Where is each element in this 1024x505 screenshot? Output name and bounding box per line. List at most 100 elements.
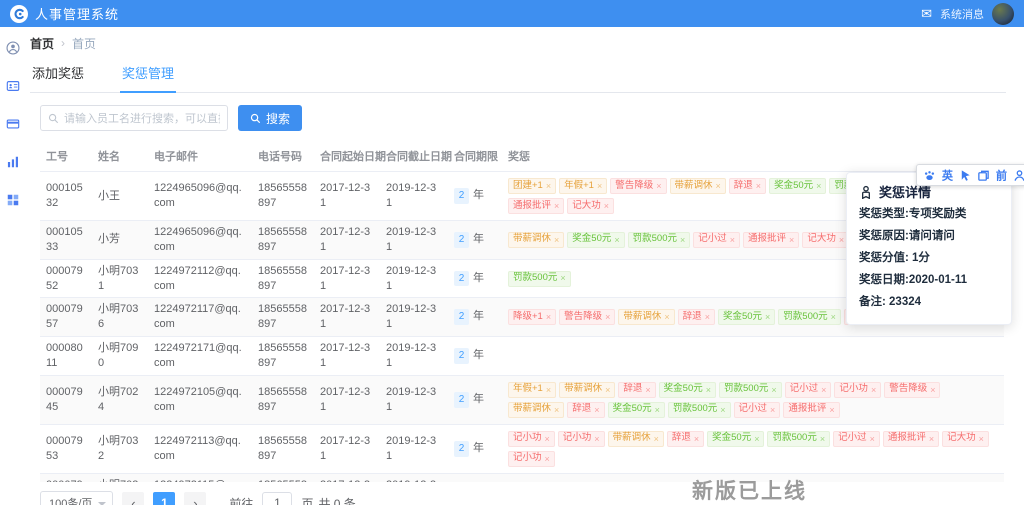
tag-close-icon[interactable]: × — [820, 433, 825, 445]
tag-close-icon[interactable]: × — [597, 180, 602, 192]
reward-tag[interactable]: 警告降级× — [884, 382, 940, 398]
breadcrumb-home[interactable]: 首页 — [30, 35, 54, 52]
apps-grid-icon[interactable] — [6, 193, 20, 207]
reward-tag[interactable]: 罚款500元× — [508, 271, 571, 287]
reward-tag[interactable]: 团建+1× — [508, 178, 556, 194]
reward-tag[interactable]: 记小过× — [734, 402, 781, 418]
reward-tag[interactable]: 奖金50元× — [718, 309, 775, 325]
tag-close-icon[interactable]: × — [929, 433, 934, 445]
tag-close-icon[interactable]: × — [694, 433, 699, 445]
mail-icon[interactable]: ✉ — [921, 7, 932, 20]
tag-close-icon[interactable]: × — [664, 311, 669, 323]
reward-tag[interactable]: 记小过× — [833, 431, 880, 447]
tag-close-icon[interactable]: × — [706, 384, 711, 396]
tag-close-icon[interactable]: × — [554, 200, 559, 212]
tag-close-icon[interactable]: × — [605, 311, 610, 323]
ticket-icon[interactable]: 前 — [995, 169, 1008, 182]
tag-close-icon[interactable]: × — [771, 384, 776, 396]
reward-tag[interactable]: 罚款500元× — [767, 431, 830, 447]
tab-reward-management[interactable]: 奖惩管理 — [120, 59, 176, 93]
reward-tag[interactable]: 警告降级× — [610, 178, 666, 194]
translate-en-icon[interactable]: 英 — [941, 169, 954, 182]
cursor-icon[interactable] — [959, 169, 972, 182]
reward-tag[interactable]: 年假+1× — [508, 382, 556, 398]
tag-close-icon[interactable]: × — [720, 404, 725, 416]
reward-tag[interactable]: 带薪调休× — [559, 382, 615, 398]
id-card-icon[interactable] — [6, 79, 20, 93]
chart-icon[interactable] — [6, 155, 20, 169]
reward-tag[interactable]: 通报批评× — [783, 402, 839, 418]
tag-close-icon[interactable]: × — [645, 384, 650, 396]
search-input[interactable]: 请输入员工名进行搜索，可以直接回车搜索... — [40, 105, 228, 131]
tag-close-icon[interactable]: × — [871, 384, 876, 396]
tag-close-icon[interactable]: × — [831, 311, 836, 323]
reward-tag[interactable]: 带薪调休× — [670, 178, 726, 194]
reward-tag[interactable]: 通报批评× — [743, 232, 799, 248]
reward-tag[interactable]: 警告降级× — [559, 309, 615, 325]
reward-tag[interactable]: 带薪调休× — [508, 232, 564, 248]
table-row[interactable]: 00007955小明70341224972115@qq.com185655588… — [40, 473, 1004, 482]
tag-close-icon[interactable]: × — [979, 433, 984, 445]
reward-tag[interactable]: 罚款500元× — [719, 382, 782, 398]
reward-tag[interactable]: 奖金50元× — [567, 232, 624, 248]
reward-tag[interactable]: 奖金50元× — [659, 382, 716, 398]
page-size-select[interactable]: 100条/页 — [40, 491, 113, 505]
reward-tag[interactable]: 辞退× — [678, 309, 715, 325]
tag-close-icon[interactable]: × — [554, 404, 559, 416]
tag-close-icon[interactable]: × — [654, 433, 659, 445]
tab-add-reward[interactable]: 添加奖惩 — [30, 59, 86, 92]
reward-tag[interactable]: 罚款500元× — [778, 309, 841, 325]
reward-tag[interactable]: 记小功× — [508, 451, 555, 467]
tag-close-icon[interactable]: × — [655, 404, 660, 416]
tag-close-icon[interactable]: × — [730, 234, 735, 246]
page-1-button[interactable]: 1 — [153, 492, 175, 505]
tag-close-icon[interactable]: × — [594, 433, 599, 445]
reward-tag[interactable]: 带薪调休× — [608, 431, 664, 447]
reward-tag[interactable]: 记大功× — [802, 232, 849, 248]
person-icon[interactable] — [1013, 169, 1024, 182]
reward-tag[interactable]: 记大功× — [567, 198, 614, 214]
tag-close-icon[interactable]: × — [754, 433, 759, 445]
tag-close-icon[interactable]: × — [560, 272, 565, 284]
prev-page-button[interactable]: ‹ — [122, 492, 144, 505]
tag-close-icon[interactable]: × — [821, 384, 826, 396]
reward-tag[interactable]: 罚款500元× — [668, 402, 731, 418]
tag-close-icon[interactable]: × — [716, 180, 721, 192]
bank-card-icon[interactable] — [6, 117, 20, 131]
reward-tag[interactable]: 记小过× — [693, 232, 740, 248]
reward-tag[interactable]: 辞退× — [618, 382, 655, 398]
paw-icon[interactable] — [923, 169, 936, 182]
tag-close-icon[interactable]: × — [656, 180, 661, 192]
tag-close-icon[interactable]: × — [930, 384, 935, 396]
tag-close-icon[interactable]: × — [594, 404, 599, 416]
reward-tag[interactable]: 记小过× — [785, 382, 832, 398]
tag-close-icon[interactable]: × — [554, 234, 559, 246]
tag-close-icon[interactable]: × — [614, 234, 619, 246]
reward-tag[interactable]: 年假+1× — [559, 178, 607, 194]
tag-close-icon[interactable]: × — [705, 311, 710, 323]
reward-tag[interactable]: 辞退× — [667, 431, 704, 447]
tag-close-icon[interactable]: × — [604, 200, 609, 212]
reward-tag[interactable]: 记大功× — [942, 431, 989, 447]
reward-tag[interactable]: 罚款500元× — [628, 232, 691, 248]
tag-close-icon[interactable]: × — [829, 404, 834, 416]
reward-tag[interactable]: 带薪调休× — [618, 309, 674, 325]
tag-close-icon[interactable]: × — [680, 234, 685, 246]
messages-link[interactable]: 系统消息 — [940, 6, 984, 22]
reward-tag[interactable]: 记小功× — [834, 382, 881, 398]
reward-tag[interactable]: 降级+1× — [508, 309, 556, 325]
reward-tag[interactable]: 记小功× — [558, 431, 605, 447]
search-button[interactable]: 搜索 — [238, 105, 302, 131]
tag-close-icon[interactable]: × — [816, 180, 821, 192]
tag-close-icon[interactable]: × — [770, 404, 775, 416]
tag-close-icon[interactable]: × — [545, 453, 550, 465]
tag-close-icon[interactable]: × — [765, 311, 770, 323]
reward-tag[interactable]: 通报批评× — [508, 198, 564, 214]
next-page-button[interactable]: › — [184, 492, 206, 505]
tag-close-icon[interactable]: × — [789, 234, 794, 246]
goto-page-input[interactable] — [262, 492, 292, 505]
reward-tag[interactable]: 奖金50元× — [769, 178, 826, 194]
